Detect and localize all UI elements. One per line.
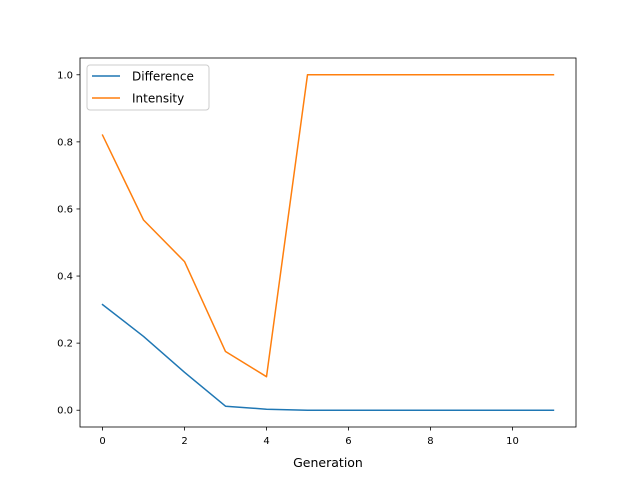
y-tick-label: 1.0 (57, 70, 73, 81)
y-tick-label: 0.4 (57, 272, 73, 283)
y-tick-label: 0.0 (57, 406, 73, 417)
y-axis-ticks: 0.0 0.2 0.4 0.6 0.8 1.0 (57, 70, 80, 417)
legend: Difference Intensity (86, 64, 210, 111)
series-line-intensity (101, 74, 555, 378)
plot-frame (79, 57, 577, 428)
legend-label-intensity: Intensity (132, 92, 184, 106)
y-tick-label: 0.6 (57, 204, 73, 215)
x-tick-label: 4 (263, 436, 269, 447)
x-axis-ticks: 0 2 4 6 8 10 (99, 427, 519, 447)
x-tick-label: 8 (427, 436, 433, 447)
x-tick-label: 2 (181, 436, 187, 447)
series-layer (101, 74, 555, 411)
x-tick-label: 0 (99, 436, 105, 447)
series-line-difference (101, 303, 555, 411)
y-tick-label: 0.2 (57, 339, 73, 350)
x-tick-label: 10 (506, 436, 519, 447)
x-axis-label: Generation (293, 455, 363, 470)
y-tick-label: 0.8 (57, 137, 73, 148)
x-tick-label: 6 (345, 436, 351, 447)
legend-label-difference: Difference (132, 70, 194, 84)
